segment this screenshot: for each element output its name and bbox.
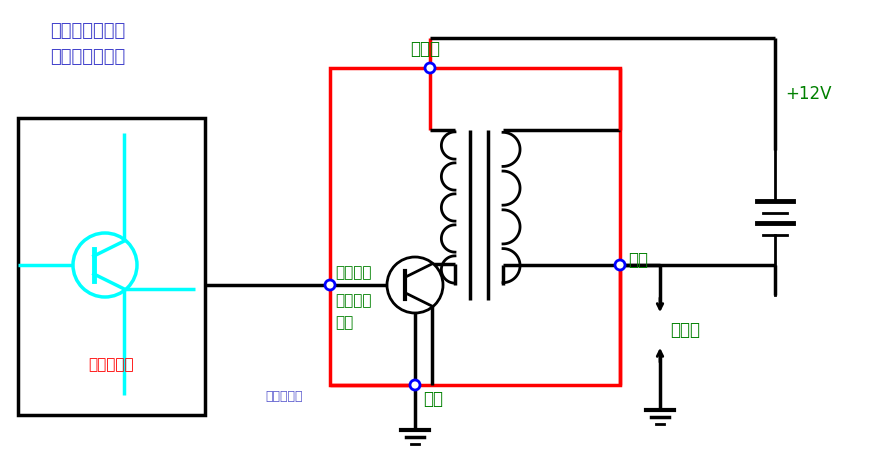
- Text: 高压: 高压: [628, 251, 648, 269]
- Circle shape: [410, 380, 420, 390]
- Circle shape: [73, 233, 137, 297]
- Bar: [330, 68, 620, 385]
- Text: 电源正: 电源正: [410, 40, 440, 58]
- Text: 控制: 控制: [335, 315, 354, 330]
- Text: 火花塞: 火花塞: [670, 321, 700, 339]
- Text: 点火信号: 点火信号: [335, 265, 372, 280]
- Text: 接地: 接地: [423, 390, 443, 408]
- Text: 车师傅电子: 车师傅电子: [265, 390, 303, 403]
- Circle shape: [615, 260, 625, 270]
- Text: 三线（模块型）: 三线（模块型）: [50, 22, 125, 40]
- Circle shape: [387, 257, 443, 313]
- Text: 点火线圈电路图: 点火线圈电路图: [50, 48, 125, 66]
- Bar: [18, 118, 205, 415]
- Text: 正占空比: 正占空比: [335, 293, 372, 308]
- Text: +12V: +12V: [785, 85, 831, 103]
- Circle shape: [425, 63, 435, 73]
- Text: 发动机电脑: 发动机电脑: [88, 357, 134, 372]
- Circle shape: [325, 280, 335, 290]
